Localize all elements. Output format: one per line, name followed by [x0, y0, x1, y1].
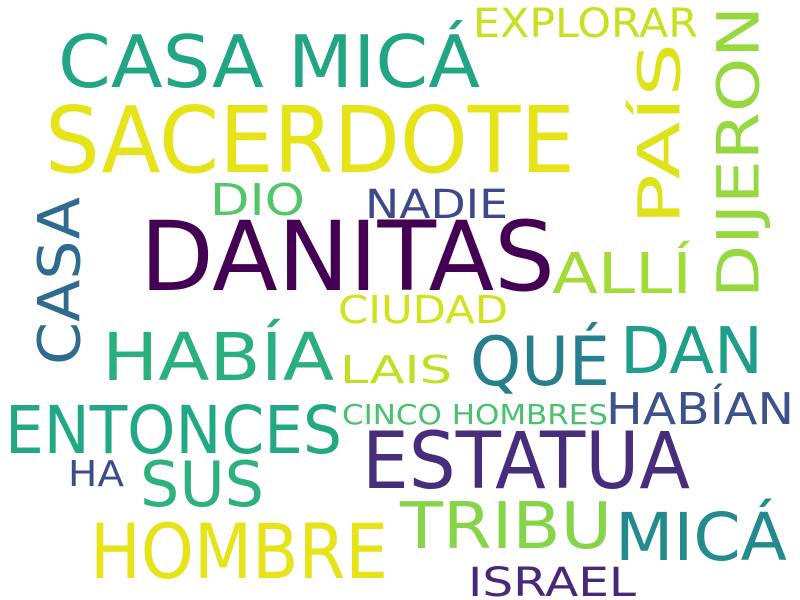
word-israel: ISRAEL [468, 560, 637, 600]
word-dijeron: DIJERON [704, 6, 772, 298]
word-ciudad: CIUDAD [338, 288, 508, 332]
word-pais: PAÍS [625, 43, 694, 225]
word-lais: LAIS [340, 348, 452, 392]
word-casa-mica: CASA MICÁ [58, 20, 480, 104]
word-danitas: DANITAS [140, 201, 555, 313]
word-casa: CASA [25, 197, 93, 365]
word-estatua: ESTATUA [362, 417, 690, 507]
word-que: QUÉ [470, 322, 610, 402]
word-alli: ALLÍ [552, 241, 692, 307]
word-sus: SUS [140, 448, 264, 521]
word-hombre: HOMBRE [90, 507, 388, 596]
word-nadie: NADIE [365, 182, 508, 228]
word-explorar: EXPLORAR [473, 1, 698, 47]
word-mica: MICÁ [615, 499, 787, 576]
word-habian: HABÍAN [606, 382, 794, 435]
word-dio: DIO [210, 175, 305, 226]
word-tribu: TRIBU [399, 490, 612, 564]
word-dan: DAN [620, 315, 763, 389]
word-entonces: ENTONCES [5, 392, 342, 469]
word-sacerdote: SACERDOTE [45, 87, 575, 194]
word-cinco-hombres: CINCO HOMBRES [342, 398, 608, 431]
word-ha: HA [68, 454, 124, 495]
word-habia: HABÍA [102, 318, 334, 396]
